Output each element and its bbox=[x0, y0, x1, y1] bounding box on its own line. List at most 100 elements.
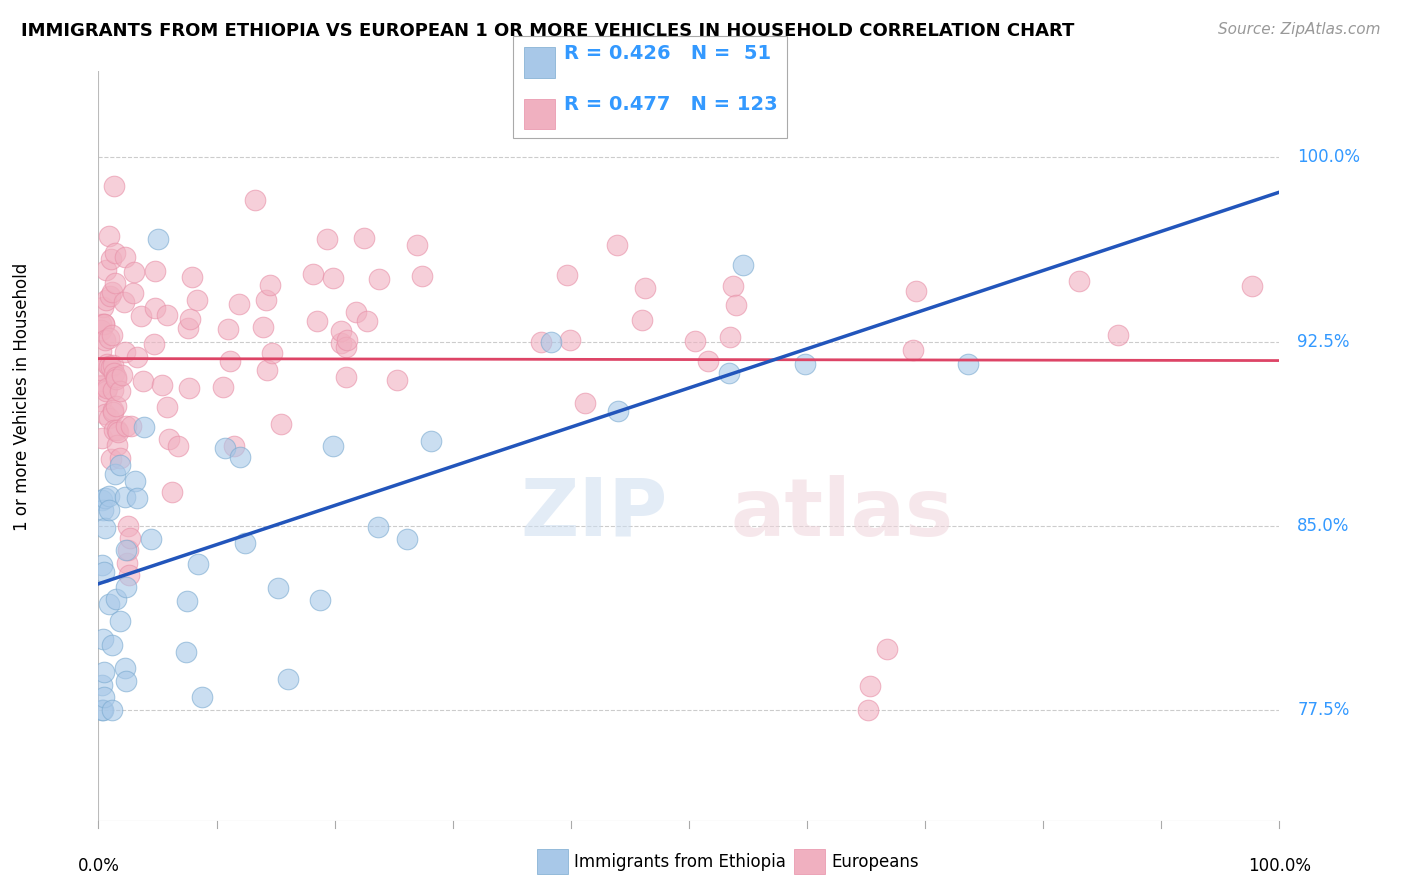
Point bbox=[103, 423, 125, 437]
Point bbox=[217, 321, 239, 335]
Point bbox=[90, 379, 112, 393]
Point bbox=[904, 284, 927, 298]
Point bbox=[143, 336, 166, 351]
Point bbox=[103, 366, 125, 380]
Text: R = 0.426   N =  51: R = 0.426 N = 51 bbox=[564, 45, 770, 63]
Point bbox=[93, 665, 115, 680]
Point bbox=[143, 301, 166, 316]
Point bbox=[120, 418, 142, 433]
Point bbox=[98, 289, 121, 303]
Point bbox=[266, 581, 288, 595]
Point bbox=[901, 343, 924, 357]
Point bbox=[125, 350, 148, 364]
Point bbox=[405, 238, 427, 252]
Text: 1 or more Vehicles in Household: 1 or more Vehicles in Household bbox=[13, 263, 31, 531]
Point bbox=[97, 228, 120, 243]
Point bbox=[101, 405, 124, 419]
Point bbox=[94, 263, 117, 277]
Point bbox=[105, 592, 128, 607]
Point bbox=[115, 556, 138, 570]
Point bbox=[335, 340, 357, 354]
Point bbox=[228, 450, 250, 465]
Point bbox=[98, 331, 121, 345]
Point bbox=[176, 593, 198, 607]
Point bbox=[322, 271, 344, 285]
Point bbox=[93, 317, 115, 331]
Point bbox=[957, 358, 980, 372]
Point bbox=[335, 370, 357, 384]
Point bbox=[540, 334, 562, 349]
Point bbox=[718, 329, 741, 343]
Point bbox=[93, 317, 115, 331]
Point bbox=[93, 566, 115, 580]
Point bbox=[1107, 327, 1129, 342]
Point bbox=[97, 490, 120, 504]
Point bbox=[211, 380, 233, 394]
Point bbox=[91, 558, 114, 572]
Point bbox=[100, 452, 122, 467]
Point bbox=[114, 491, 136, 505]
Text: 100.0%: 100.0% bbox=[1249, 857, 1310, 875]
Point bbox=[859, 679, 882, 693]
Point bbox=[353, 231, 375, 245]
Text: Immigrants from Ethiopia: Immigrants from Ethiopia bbox=[574, 853, 786, 871]
Point bbox=[330, 324, 353, 338]
Point bbox=[127, 491, 149, 505]
Point bbox=[120, 531, 142, 545]
Point bbox=[117, 519, 139, 533]
Point bbox=[104, 400, 127, 414]
Point bbox=[101, 638, 124, 652]
Point bbox=[219, 354, 242, 368]
Point bbox=[302, 267, 325, 281]
Point bbox=[132, 374, 155, 388]
Point bbox=[100, 360, 122, 375]
Point bbox=[186, 293, 208, 307]
Point bbox=[103, 179, 125, 194]
Point bbox=[411, 269, 433, 284]
Point bbox=[103, 384, 125, 398]
Point bbox=[262, 345, 284, 359]
Point bbox=[329, 335, 352, 350]
Point bbox=[114, 661, 136, 675]
Point bbox=[683, 334, 706, 348]
Point bbox=[114, 543, 136, 558]
Point bbox=[420, 434, 443, 448]
Point bbox=[91, 300, 114, 314]
Point bbox=[214, 441, 236, 455]
Point bbox=[91, 503, 114, 517]
Text: 0.0%: 0.0% bbox=[77, 857, 120, 875]
Point bbox=[98, 359, 121, 373]
Point bbox=[235, 535, 257, 549]
Point bbox=[104, 276, 127, 290]
Point bbox=[1240, 279, 1263, 293]
Point bbox=[322, 439, 344, 453]
Point bbox=[108, 451, 131, 466]
Point bbox=[104, 245, 127, 260]
Point bbox=[100, 252, 122, 266]
Point bbox=[560, 333, 582, 347]
Point bbox=[100, 327, 122, 342]
Text: 77.5%: 77.5% bbox=[1298, 701, 1350, 719]
Point bbox=[697, 353, 720, 368]
Point bbox=[1067, 274, 1090, 288]
Point bbox=[270, 417, 292, 431]
Point bbox=[141, 532, 163, 546]
Point bbox=[122, 285, 145, 300]
Point bbox=[156, 308, 179, 322]
Point bbox=[309, 593, 332, 607]
Point bbox=[277, 672, 299, 686]
Point bbox=[96, 384, 118, 398]
Point bbox=[104, 372, 127, 386]
Point bbox=[96, 357, 118, 371]
Point bbox=[356, 314, 378, 328]
Point bbox=[634, 281, 657, 295]
Point bbox=[90, 431, 112, 445]
Point bbox=[131, 310, 153, 324]
Point bbox=[252, 320, 274, 334]
Point bbox=[157, 432, 180, 446]
Point bbox=[315, 231, 337, 245]
Point bbox=[110, 458, 132, 472]
Point bbox=[90, 378, 112, 392]
Point bbox=[91, 678, 114, 692]
Point bbox=[179, 311, 201, 326]
